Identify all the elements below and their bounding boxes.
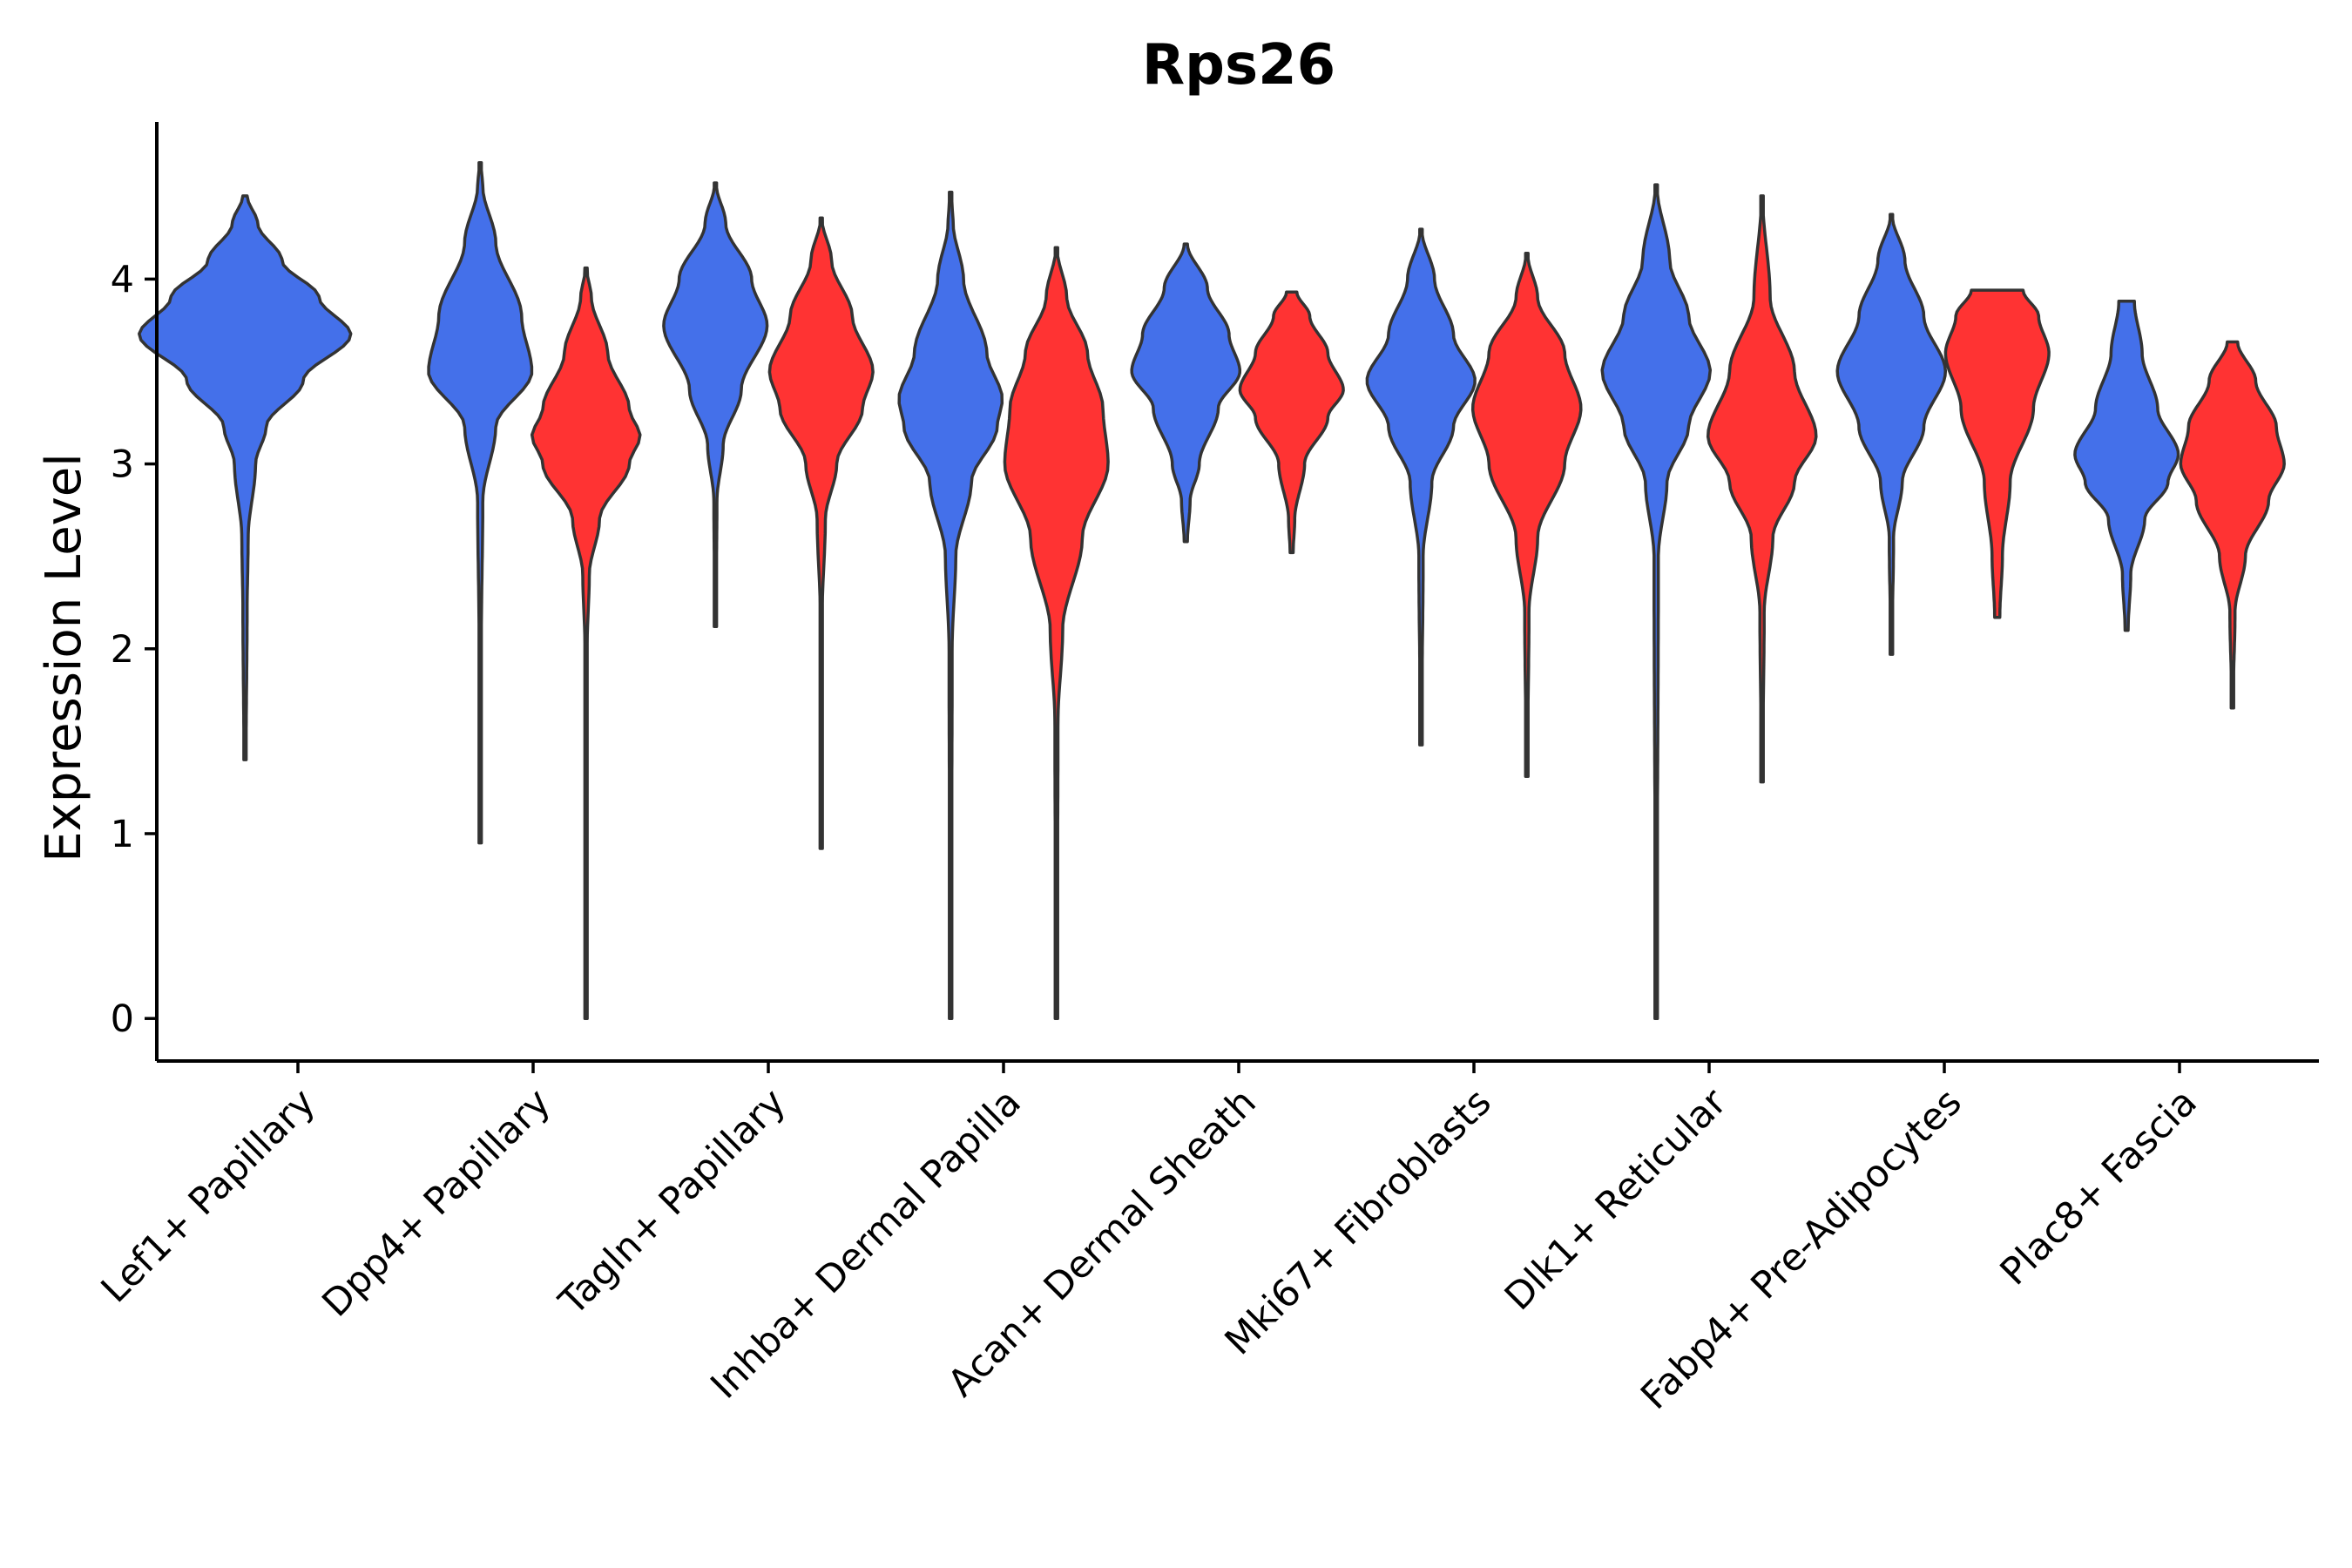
violin-red — [1943, 288, 2051, 619]
violin-blue — [1130, 242, 1242, 544]
y-ticks-group: 0 1 2 3 4 — [111, 258, 157, 1041]
violin-red — [2179, 340, 2286, 710]
y-tick-label: 3 — [111, 443, 134, 487]
violin-red — [530, 266, 642, 1020]
violin-blue — [138, 194, 353, 761]
y-axis-label: Expression Level — [36, 453, 92, 862]
x-tick-label: Lef1+ Papillary — [93, 1080, 324, 1311]
x-tick-label: Plac8+ Fascia — [1992, 1080, 2206, 1294]
x-tick-label: Dpp4+ Papillary — [314, 1080, 559, 1325]
violin-blue — [2073, 300, 2180, 632]
violin-blue — [1365, 227, 1477, 747]
y-tick-label: 4 — [111, 258, 134, 301]
violin-red — [1706, 194, 1818, 784]
violins-group — [138, 160, 2286, 1020]
x-tick-label: Dlk1+ Reticular — [1497, 1080, 1735, 1319]
violin-blue — [1835, 213, 1948, 656]
violin-blue — [427, 160, 534, 845]
violin-red — [1003, 246, 1110, 1020]
violin-blue — [1600, 183, 1713, 1020]
violin-red — [767, 216, 875, 850]
violin-red — [1238, 290, 1345, 555]
chart-title: Rps26 — [1142, 33, 1335, 98]
x-tick-label: Tagln+ Papillary — [551, 1080, 794, 1324]
y-tick-label: 1 — [111, 813, 134, 856]
violin-blue — [662, 181, 769, 629]
y-tick-label: 2 — [111, 628, 134, 672]
violin-blue — [897, 190, 1004, 1020]
y-tick-label: 0 — [111, 997, 134, 1041]
violin-red — [1470, 251, 1583, 778]
x-tick-label: Mki67+ Fibroblasts — [1217, 1080, 1500, 1363]
